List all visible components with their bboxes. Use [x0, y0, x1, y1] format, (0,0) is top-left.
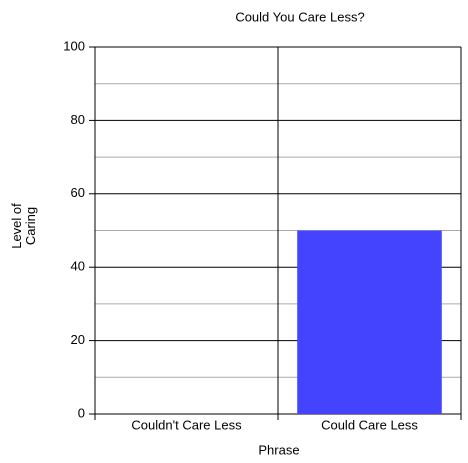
x-tick-label: Could Care Less	[321, 417, 418, 432]
chart-title: Could You Care Less?	[235, 9, 364, 24]
x-axis-label: Phrase	[258, 442, 299, 457]
bar	[297, 230, 442, 414]
y-axis-label: Level of Caring	[9, 203, 38, 249]
y-tick-label: 80	[71, 112, 85, 127]
y-tick-label: 60	[71, 185, 85, 200]
y-tick-label: 100	[63, 38, 85, 53]
y-tick-label: 0	[78, 405, 85, 420]
y-tick-label: 40	[71, 259, 85, 274]
y-tick-label: 20	[71, 332, 85, 347]
x-tick-label: Couldn't Care Less	[131, 417, 242, 432]
